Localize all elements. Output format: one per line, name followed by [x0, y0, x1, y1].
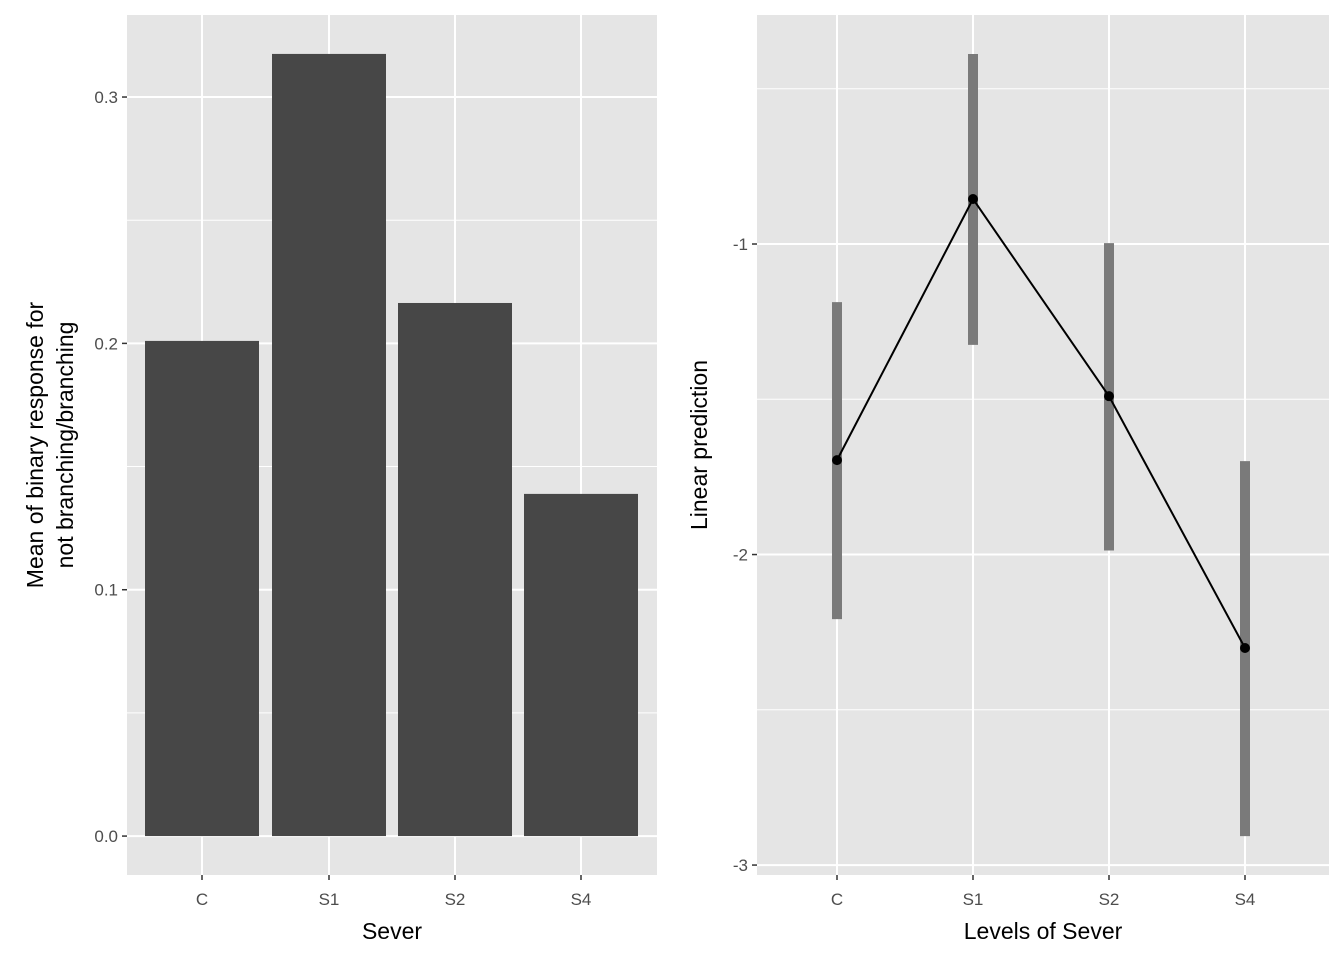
x-tick-label: S1: [963, 890, 984, 909]
y-tick-label: 0.2: [94, 334, 118, 353]
prediction-line: [836, 197, 1246, 649]
bar-S2: [398, 302, 512, 837]
y-tick-label: 0.3: [94, 88, 118, 107]
y-axis-title: not branching/branching: [52, 322, 78, 569]
y-tick-label: -1: [733, 235, 748, 254]
point-C: [832, 455, 842, 466]
bar-C: [145, 340, 259, 837]
panel-1: 0.0 0.1 0.2 0.3 C S1 S2 S4 Sever Mean of binary r…: [22, 15, 657, 944]
point-S1: [968, 193, 978, 204]
x-tick-label: C: [196, 890, 208, 909]
x-axis-title: Levels of Sever: [964, 918, 1123, 944]
point-S2: [1104, 391, 1114, 402]
point-S4: [1240, 643, 1250, 654]
y-tick-label: 0.0: [94, 827, 118, 846]
bar-S4: [524, 493, 638, 837]
bar-S1: [272, 53, 386, 837]
x-tick-label: C: [831, 890, 843, 909]
y-tick-label: 0.1: [94, 581, 118, 600]
x-axis-title: Sever: [362, 918, 422, 944]
y-axis-title: Mean of binary response for: [22, 301, 48, 588]
x-tick-label: S4: [571, 890, 592, 909]
panel-2: -3 -2 -1 C S1 S2 S4 Levels of Sever Linear predi…: [686, 15, 1329, 944]
x-tick-label: S2: [445, 890, 466, 909]
x-tick-label: S1: [319, 890, 340, 909]
plot-background: [757, 15, 1329, 875]
x-tick-label: S2: [1099, 890, 1120, 909]
x-tick-label: S4: [1235, 890, 1256, 909]
y-axis-title: Linear prediction: [686, 360, 712, 530]
y-tick-label: -3: [733, 856, 748, 875]
y-tick-label: -2: [733, 546, 748, 565]
